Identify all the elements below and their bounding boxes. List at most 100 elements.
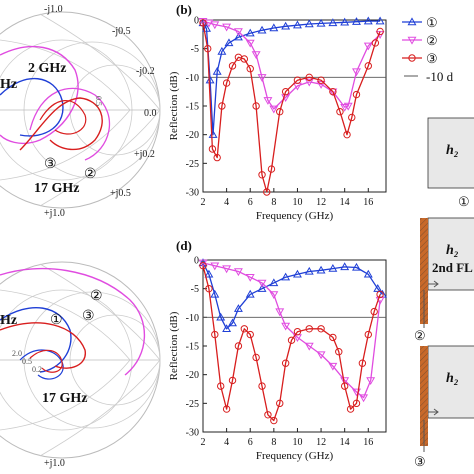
series-3-point (222, 79, 231, 87)
series-3-point (376, 27, 384, 36)
y-tick-label: -5 (191, 284, 199, 295)
series-3-point (267, 165, 276, 173)
series-1-point (352, 262, 361, 271)
series-3-point (358, 359, 367, 367)
series-3-point (240, 325, 249, 333)
series-1-point (363, 269, 373, 278)
series-3-point (258, 382, 266, 390)
x-tick-label: 6 (248, 197, 253, 208)
schematic-h2-mid: h₂ (446, 243, 459, 258)
series-2-point (251, 51, 261, 60)
series-1-point (210, 289, 220, 298)
y-tick-label: -15 (186, 102, 199, 113)
legend-marker (407, 17, 417, 26)
series-3-point (205, 284, 213, 293)
series-3-point (228, 62, 237, 70)
smith-bottom-label-20: 2.0 (12, 349, 22, 358)
series-2-point (257, 279, 267, 288)
series-3-point (228, 376, 237, 385)
x-tick-label: 2 (201, 197, 206, 208)
smith-bottom-label-17ghz: 17 GHz (42, 391, 88, 406)
schematic-marker-3: ③ (414, 454, 426, 469)
series-1-point (212, 66, 222, 75)
x-tick-label: 14 (340, 437, 350, 448)
smith-bottom-marker-2: ② (90, 289, 103, 304)
smith-top-marker-3: ③ (44, 157, 57, 172)
series-3-point (199, 262, 207, 270)
y-tick-label: -15 (186, 342, 199, 353)
series-2-point (245, 39, 255, 48)
series-2-point (204, 19, 214, 28)
series-3-point (208, 145, 217, 153)
y-tick-label: 0 (194, 16, 199, 27)
series-1-point (204, 269, 214, 278)
series-3-line (202, 265, 381, 422)
series-3-point (352, 90, 361, 99)
series-1-line (202, 20, 381, 136)
smith-top-label-2ghz: 2 GHz (28, 61, 67, 76)
smith-bottom-label-05: 0.5 (22, 357, 32, 366)
x-tick-label: 16 (363, 437, 373, 448)
series-3-point (343, 130, 351, 139)
smith-chart-top: -j1.0 -j0.5 -j0.2 0.0 +j0.2 +j0.5 +j1.0 … (0, 4, 161, 219)
y-tick-label: -10 (186, 313, 199, 324)
series-3-point (287, 336, 296, 344)
schematic-h2-bottom: h₂ (446, 371, 459, 386)
series-1-point (363, 16, 373, 25)
series-2-point (257, 74, 267, 82)
y-tick-label: -5 (191, 44, 199, 55)
series-2-point (275, 308, 285, 317)
series-3-point (364, 330, 372, 339)
series-2-point (316, 351, 326, 360)
series-1-point (292, 20, 302, 29)
y-tick-label: 0 (194, 256, 199, 267)
chart-d: 2 4 6 8 10 12 14 16 0 -5 -10 -15 -20 -25 -30 Frequency … (168, 238, 387, 462)
x-tick-label: 14 (340, 197, 350, 208)
series-1-point (340, 17, 350, 26)
series-3-point (222, 405, 231, 413)
series-1-point (202, 23, 212, 32)
series-1-point (316, 265, 326, 274)
series-3-point (252, 353, 260, 362)
series-1-point (222, 324, 232, 332)
series-1-point (328, 18, 338, 27)
right-schematic: h₂ ① h₂ 2nd FL ② h₂ ③ (414, 117, 474, 469)
y-tick-label: -30 (186, 428, 199, 439)
series-2-point (281, 322, 291, 331)
x-tick-label: 16 (363, 197, 373, 208)
y-axis-label: Reflection (dB) (168, 71, 180, 140)
series-2-point (304, 342, 314, 351)
smith-bottom-marker-3: ③ (82, 309, 95, 324)
series-1-point (269, 278, 279, 287)
series-2-point (222, 265, 232, 274)
series-3-point (218, 102, 226, 110)
legend-marker (408, 54, 416, 62)
series-1-point (316, 18, 326, 27)
series-1-point (245, 289, 255, 298)
schematic-block-bottom (427, 345, 474, 419)
series-3-point (317, 76, 325, 84)
series-1-point (228, 318, 237, 327)
y-tick-label: -30 (186, 188, 199, 199)
x-tick-label: 4 (224, 437, 229, 448)
series-3-point (317, 325, 325, 333)
series-2-point (340, 103, 350, 112)
series-3-point (264, 411, 272, 419)
smith-top-label-05: 0.5 (94, 96, 103, 106)
y-tick-label: -10 (186, 73, 199, 84)
series-1-point (304, 266, 314, 275)
series-3-point (329, 333, 337, 342)
series-2-point (328, 362, 338, 371)
series-3-point (234, 342, 243, 350)
series-3-point (370, 307, 378, 316)
legend-label: ② (426, 33, 438, 48)
smith-chart-bottom: +j1.0 Hz ① ② ③ 2.0 0.5 0.2 17 GHz (0, 261, 161, 469)
series-1-point (375, 16, 385, 25)
smith-top-label-neg-j05: -j0.5 (112, 26, 131, 37)
series-1-point (352, 17, 361, 25)
series-3-point (346, 405, 355, 413)
smith-top-label-pos-j1: +j1.0 (44, 208, 65, 219)
legend-label: ① (426, 15, 438, 30)
legend-marker (407, 36, 417, 45)
